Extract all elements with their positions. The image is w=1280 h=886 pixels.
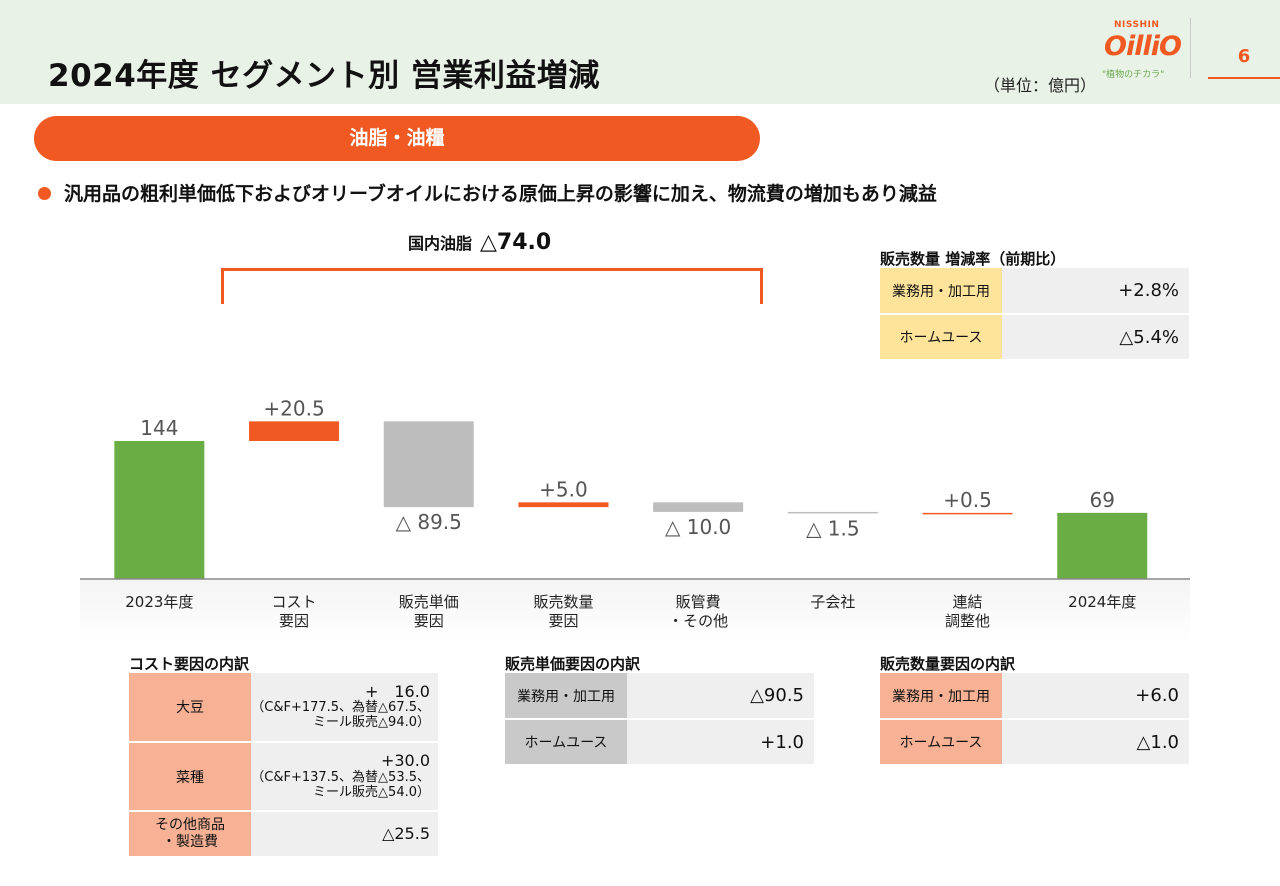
category-label: コスト (272, 593, 317, 611)
company-logo: NISSHIN OilliO "植物のチカラ" (1100, 20, 1182, 82)
bar-value-label: △ 1.5 (806, 516, 860, 540)
waterfall-bar (1057, 512, 1148, 579)
domestic-oil-name: 国内油脂 (408, 234, 473, 253)
cost-note: （C&F+177.5、為替△67.5、 (251, 700, 430, 716)
table-row: その他商品 ・製造費 △25.5 (129, 811, 438, 858)
bar-value-label: 144 (140, 416, 178, 440)
category-label: ・その他 (668, 612, 728, 630)
page-number-underline (1208, 77, 1280, 79)
category-label: 調整他 (945, 612, 990, 630)
volume-breakdown-title: 販売数量要因の内訳 (880, 655, 1016, 673)
sales-rate-title: 販売数量 増減率（前期比） (880, 250, 1066, 268)
logo-brand-text: OilliO (1104, 31, 1182, 62)
table-row: 業務用・加工用 +2.8% (880, 268, 1189, 315)
waterfall-bar (922, 512, 1013, 515)
waterfall-bar (114, 441, 205, 579)
sales-rate-label: 業務用・加工用 (880, 268, 1002, 315)
logo-top-text: NISSHIN (1114, 20, 1160, 30)
summary-bullet: 汎用品の粗利単価低下およびオリーブオイルにおける原価上昇の影響に加え、物流費の増… (64, 183, 937, 205)
sales-rate-label: ホームユース (880, 314, 1002, 361)
cost-value: △25.5 (382, 823, 430, 843)
volume-value: △1.0 (1002, 719, 1189, 766)
page-title: 2024年度 セグメント別 営業利益増減 (48, 58, 600, 94)
price-label: ホームユース (505, 719, 627, 766)
price-value: +1.0 (627, 719, 814, 766)
category-label: 2023年度 (125, 593, 193, 611)
bullet-icon (38, 187, 51, 200)
cost-note: ミール販売△94.0） (313, 715, 430, 731)
table-row: 業務用・加工用 +6.0 (880, 673, 1189, 720)
volume-label: ホームユース (880, 719, 1002, 766)
axis-label-band (80, 580, 1190, 642)
table-row: ホームユース +1.0 (505, 719, 814, 766)
category-label: 2024年度 (1068, 593, 1136, 611)
cost-label: 菜種 (129, 742, 251, 812)
category-label: 連結 (953, 593, 983, 611)
sales-rate-table: 業務用・加工用 +2.8% ホームユース △5.4% (880, 268, 1189, 361)
cost-note: ミール販売△54.0） (313, 784, 430, 800)
category-label: 要因 (414, 612, 444, 630)
table-row: 大豆 + 16.0 （C&F+177.5、為替△67.5、 ミール販売△94.0… (129, 673, 438, 743)
category-label: 要因 (548, 612, 578, 630)
price-value: △90.5 (627, 673, 814, 720)
category-label: 要因 (279, 612, 309, 630)
table-row: 業務用・加工用 △90.5 (505, 673, 814, 720)
header-band (0, 0, 1280, 104)
cost-label-line: その他商品 (155, 817, 225, 834)
bar-value-label: +0.5 (943, 488, 992, 512)
cost-value-cell: △25.5 (251, 811, 438, 858)
header-divider (1190, 18, 1191, 78)
price-breakdown-table: 業務用・加工用 △90.5 ホームユース +1.0 (505, 673, 814, 766)
bar-value-label: +5.0 (539, 477, 588, 501)
category-label: 子会社 (810, 593, 855, 611)
domestic-oil-value: △74.0 (480, 230, 552, 255)
cost-value-cell: + 16.0 （C&F+177.5、為替△67.5、 ミール販売△94.0） (251, 673, 438, 743)
unit-label: （単位：億円） (984, 76, 1097, 95)
cost-value-cell: +30.0 （C&F+137.5、為替△53.5、 ミール販売△54.0） (251, 742, 438, 812)
cost-value: +30.0 (380, 751, 430, 771)
cost-breakdown-table: 大豆 + 16.0 （C&F+177.5、為替△67.5、 ミール販売△94.0… (129, 673, 438, 858)
cost-breakdown-title: コスト要因の内訳 (129, 655, 250, 673)
volume-breakdown-table: 業務用・加工用 +6.0 ホームユース △1.0 (880, 673, 1189, 766)
price-label: 業務用・加工用 (505, 673, 627, 720)
waterfall-bar (383, 421, 474, 508)
cost-note: （C&F+137.5、為替△53.5、 (251, 769, 430, 785)
waterfall-bar (653, 502, 744, 512)
waterfall-bar (518, 502, 609, 508)
table-row: ホームユース △5.4% (880, 314, 1189, 361)
cost-value: + 16.0 (364, 681, 430, 701)
sales-rate-value: △5.4% (1002, 314, 1189, 361)
table-row: ホームユース △1.0 (880, 719, 1189, 766)
cost-label: 大豆 (129, 673, 251, 743)
category-label: 販売単価 (399, 593, 459, 611)
table-row: 菜種 +30.0 （C&F+137.5、為替△53.5、 ミール販売△54.0） (129, 742, 438, 812)
bar-value-label: 69 (1090, 488, 1115, 512)
page-number: 6 (1237, 46, 1251, 67)
price-breakdown-title: 販売単価要因の内訳 (505, 655, 641, 673)
domestic-oil-label: 国内油脂 △74.0 (408, 230, 551, 255)
category-label: 販管費 (676, 593, 721, 611)
sales-rate-value: +2.8% (1002, 268, 1189, 315)
cost-label-line: ・製造費 (162, 834, 218, 850)
bar-value-label: △ 10.0 (665, 515, 731, 539)
segment-pill: 油脂・油糧 (34, 116, 760, 161)
cost-label: その他商品 ・製造費 (129, 811, 251, 858)
domestic-bracket (221, 268, 763, 304)
category-label: 販売数量 (533, 593, 593, 611)
bar-value-label: △ 89.5 (396, 510, 462, 534)
waterfall-bar (249, 421, 340, 441)
bar-value-label: +20.5 (263, 396, 324, 420)
volume-value: +6.0 (1002, 673, 1189, 720)
waterfall-bar (787, 511, 878, 514)
logo-slogan: "植物のチカラ" (1102, 70, 1165, 80)
volume-label: 業務用・加工用 (880, 673, 1002, 720)
